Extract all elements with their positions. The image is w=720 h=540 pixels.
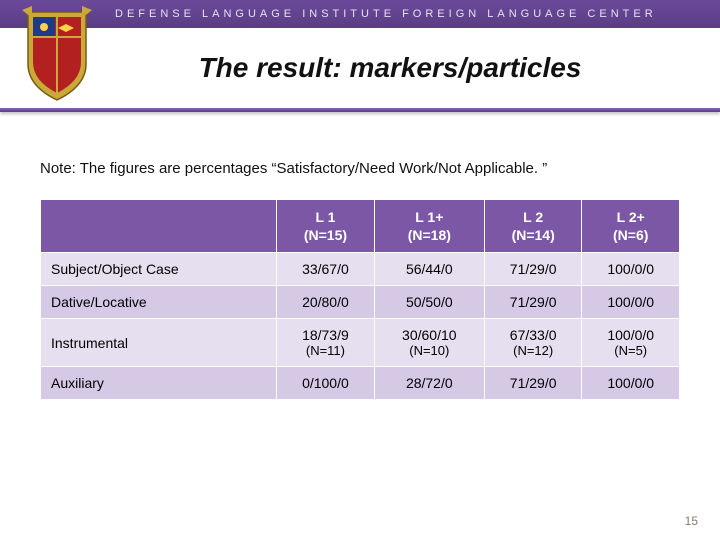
org-name: DEFENSE LANGUAGE INSTITUTE FOREIGN LANGU… <box>115 8 657 20</box>
table-row: Instrumental18/73/9(N=11)30/60/10(N=10)6… <box>41 319 680 367</box>
table-cell: 67/33/0(N=12) <box>484 319 582 367</box>
table-cell: 71/29/0 <box>484 286 582 319</box>
cell-value: 28/72/0 <box>406 375 453 391</box>
cell-value: 56/44/0 <box>406 261 453 277</box>
table-cell: 100/0/0 <box>582 253 680 286</box>
col-header-label: L 1 <box>315 209 335 225</box>
cell-value: 71/29/0 <box>510 375 557 391</box>
row-label: Auxiliary <box>41 367 277 400</box>
col-header-l1plus: L 1+ (N=18) <box>374 200 484 253</box>
col-header-label: L 1+ <box>415 209 443 225</box>
cell-value: 18/73/9 <box>302 327 349 343</box>
table-cell: 0/100/0 <box>277 367 375 400</box>
cell-value: 100/0/0 <box>607 261 654 277</box>
cell-subvalue: (N=10) <box>381 343 478 358</box>
col-header-n: (N=14) <box>512 227 555 243</box>
cell-value: 100/0/0 <box>607 327 654 343</box>
table-cell: 71/29/0 <box>484 253 582 286</box>
cell-subvalue: (N=12) <box>491 343 576 358</box>
cell-value: 20/80/0 <box>302 294 349 310</box>
table-cell: 18/73/9(N=11) <box>277 319 375 367</box>
row-label: Dative/Locative <box>41 286 277 319</box>
col-header-l1: L 1 (N=15) <box>277 200 375 253</box>
table-cell: 56/44/0 <box>374 253 484 286</box>
note-text: Note: The figures are percentages “Satis… <box>40 160 680 177</box>
col-header-n: (N=18) <box>408 227 451 243</box>
title-area: The result: markers/particles <box>0 28 720 108</box>
cell-value: 33/67/0 <box>302 261 349 277</box>
cell-subvalue: (N=5) <box>588 343 673 358</box>
table-cell: 71/29/0 <box>484 367 582 400</box>
cell-value: 71/29/0 <box>510 261 557 277</box>
cell-subvalue: (N=11) <box>283 343 368 358</box>
table-cell: 100/0/0(N=5) <box>582 319 680 367</box>
table-row: Auxiliary 0/100/0 28/72/0 71/29/0 100/0/0 <box>41 367 680 400</box>
results-table: L 1 (N=15) L 1+ (N=18) L 2 (N=14) L 2+ (… <box>40 199 680 400</box>
table-cell: 30/60/10(N=10) <box>374 319 484 367</box>
cell-value: 67/33/0 <box>510 327 557 343</box>
row-label: Instrumental <box>41 319 277 367</box>
table-cell: 33/67/0 <box>277 253 375 286</box>
col-header-blank <box>41 200 277 253</box>
header-banner: DEFENSE LANGUAGE INSTITUTE FOREIGN LANGU… <box>0 0 720 28</box>
content-area: Note: The figures are percentages “Satis… <box>0 112 720 400</box>
table-cell: 100/0/0 <box>582 286 680 319</box>
table-row: Dative/Locative 20/80/0 50/50/0 71/29/0 100/… <box>41 286 680 319</box>
cell-value: 30/60/10 <box>402 327 457 343</box>
page-number: 15 <box>685 514 698 528</box>
col-header-l2plus: L 2+ (N=6) <box>582 200 680 253</box>
cell-value: 71/29/0 <box>510 294 557 310</box>
table-cell: 100/0/0 <box>582 367 680 400</box>
cell-value: 100/0/0 <box>607 375 654 391</box>
row-label: Subject/Object Case <box>41 253 277 286</box>
table-cell: 28/72/0 <box>374 367 484 400</box>
table-cell: 50/50/0 <box>374 286 484 319</box>
col-header-n: (N=6) <box>613 227 648 243</box>
table-body: Subject/Object Case 33/67/0 56/44/0 71/29/0… <box>41 253 680 400</box>
cell-value: 0/100/0 <box>302 375 349 391</box>
table-cell: 20/80/0 <box>277 286 375 319</box>
col-header-n: (N=15) <box>304 227 347 243</box>
table-row: Subject/Object Case 33/67/0 56/44/0 71/29/0… <box>41 253 680 286</box>
slide-title: The result: markers/particles <box>199 52 582 84</box>
col-header-l2: L 2 (N=14) <box>484 200 582 253</box>
cell-value: 50/50/0 <box>406 294 453 310</box>
cell-value: 100/0/0 <box>607 294 654 310</box>
col-header-label: L 2+ <box>617 209 645 225</box>
col-header-label: L 2 <box>523 209 543 225</box>
crest-logo <box>18 6 96 104</box>
